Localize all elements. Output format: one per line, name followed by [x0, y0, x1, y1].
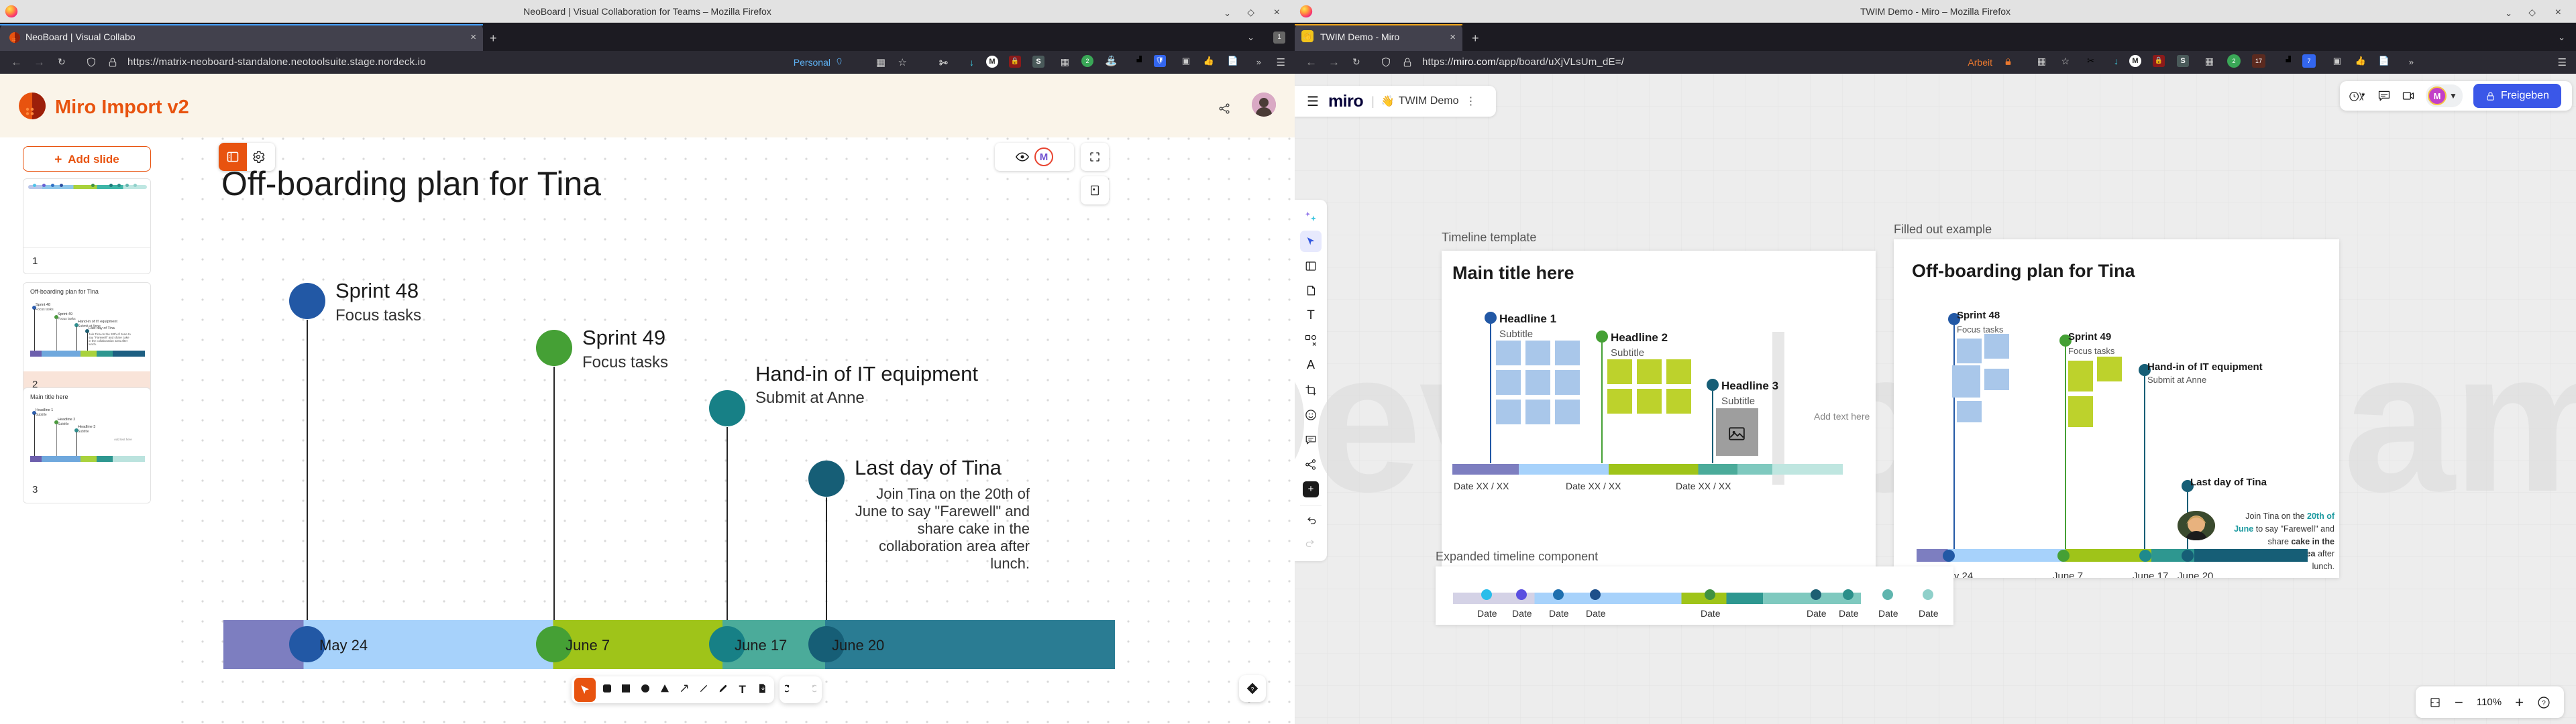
svg-text:?: ?: [2542, 699, 2546, 707]
svg-text:?: ?: [1251, 686, 1254, 692]
